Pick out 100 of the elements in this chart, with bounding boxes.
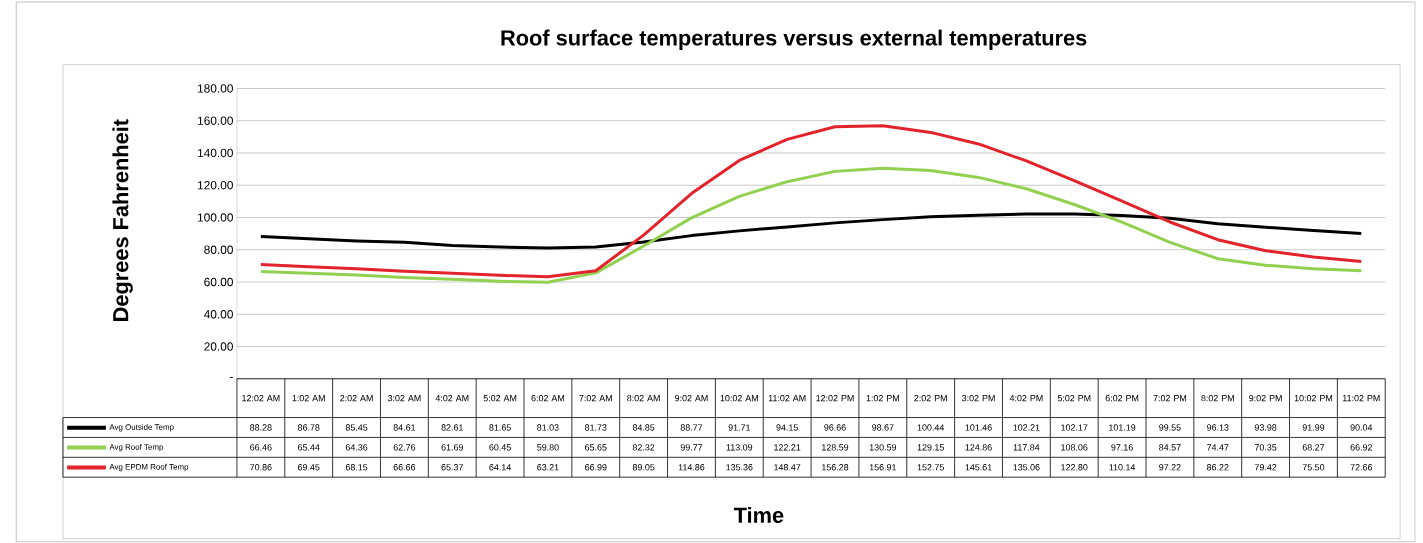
data-label: 89.05 xyxy=(632,464,655,471)
data-label: 128.59 xyxy=(822,444,849,451)
y-tick-label: 40.00 xyxy=(203,310,233,319)
data-label: 88.77 xyxy=(680,424,703,431)
data-label: 117.84 xyxy=(1013,444,1040,451)
data-label: 59.80 xyxy=(537,444,559,451)
data-label: 74.47 xyxy=(1207,444,1229,451)
data-label: 62.76 xyxy=(393,444,416,451)
data-label: 84.61 xyxy=(393,424,416,431)
y-tick-label: 100.00 xyxy=(197,213,233,222)
data-label: 156.28 xyxy=(822,464,849,471)
data-label: 102.17 xyxy=(1061,424,1088,431)
data-label: 81.03 xyxy=(537,424,559,431)
y-tick-label: 60.00 xyxy=(204,277,233,287)
data-label: 79.42 xyxy=(1254,464,1277,471)
x-tick-label: 8:02 AM xyxy=(627,395,660,402)
y-tick-label: - xyxy=(230,377,233,378)
data-label: 68.15 xyxy=(345,464,368,471)
data-label: 122.80 xyxy=(1061,464,1088,471)
data-label: 148.47 xyxy=(774,464,801,471)
data-label: 102.21 xyxy=(1013,424,1040,431)
data-label: 84.57 xyxy=(1159,444,1181,451)
y-axis-title: Degrees Fahrenheit xyxy=(112,119,133,322)
data-label: 66.99 xyxy=(585,464,607,471)
data-label: 99.55 xyxy=(1159,424,1181,431)
x-tick-label: 10:02 AM xyxy=(720,395,758,402)
data-label: 114.86 xyxy=(678,464,705,471)
data-label: 94.15 xyxy=(776,424,798,431)
data-label: 70.86 xyxy=(250,464,272,471)
data-label: 81.65 xyxy=(489,424,511,431)
data-label: 101.46 xyxy=(965,424,992,431)
data-label: 96.13 xyxy=(1207,424,1229,431)
y-tick-label: 120.00 xyxy=(197,181,233,190)
x-tick-label: 7:02 AM xyxy=(579,395,612,402)
data-label: 66.92 xyxy=(1350,444,1372,451)
y-tick-label: 20.00 xyxy=(204,342,233,351)
data-label: 68.27 xyxy=(1302,444,1325,451)
y-tick-label: 80.00 xyxy=(204,245,233,255)
data-label: 84.85 xyxy=(632,424,655,431)
data-label: 65.37 xyxy=(441,464,463,471)
x-tick-label: 11:02 AM xyxy=(768,395,806,402)
data-label: 124.86 xyxy=(965,444,992,451)
data-label: 61.69 xyxy=(441,444,463,451)
data-label: 88.28 xyxy=(250,424,272,431)
data-label: 85.45 xyxy=(345,424,368,431)
line-series xyxy=(259,166,1363,284)
data-label: 113.09 xyxy=(726,444,753,451)
chart-title: Roof surface temperatures versus external temperatures xyxy=(501,29,1087,50)
x-tick-label: 5:02 AM xyxy=(483,395,517,402)
data-label: 135.06 xyxy=(1013,464,1040,471)
x-tick-label: 11:02 PM xyxy=(1342,395,1380,402)
data-label: 96.66 xyxy=(824,424,846,431)
data-label: 86.22 xyxy=(1206,464,1229,471)
data-label: 156.91 xyxy=(869,464,897,471)
data-label: 81.73 xyxy=(585,424,607,431)
data-label: 65.44 xyxy=(298,444,320,451)
data-label: 63.21 xyxy=(537,464,559,471)
data-label: 100.44 xyxy=(917,424,945,431)
data-label: 82.32 xyxy=(632,444,655,451)
data-label: 101.19 xyxy=(1109,424,1136,431)
data-label: 64.36 xyxy=(345,444,368,451)
x-tick-label: 10:02 PM xyxy=(1294,395,1333,402)
x-tick-label: 1:02 AM xyxy=(292,395,325,402)
data-label: 97.16 xyxy=(1111,444,1133,451)
x-tick-label: 4:02 AM xyxy=(435,395,469,402)
data-label: 70.35 xyxy=(1254,444,1277,451)
x-tick-label: 8:02 PM xyxy=(1201,395,1234,402)
y-tick-label: 140.00 xyxy=(197,148,233,158)
x-tick-label: 6:02 AM xyxy=(531,395,565,402)
data-label: 91.99 xyxy=(1302,424,1325,431)
data-label: 64.14 xyxy=(489,464,511,471)
data-label: 75.50 xyxy=(1302,464,1325,471)
data-label: 135.36 xyxy=(726,464,753,471)
x-tick-label: 7:02 PM xyxy=(1153,395,1187,402)
data-label: 90.04 xyxy=(1350,424,1373,431)
x-tick-label: 1:02 PM xyxy=(866,395,899,402)
line-series xyxy=(259,124,1363,279)
x-tick-label: 3:02 PM xyxy=(962,395,995,402)
x-axis-title: Time xyxy=(733,507,784,524)
x-tick-label: 6:02 PM xyxy=(1105,395,1139,402)
data-label: 65.65 xyxy=(585,444,607,451)
data-label: 152.75 xyxy=(917,464,944,471)
data-label: 122.21 xyxy=(774,444,801,451)
data-label: 82.61 xyxy=(441,424,463,431)
x-tick-label: 12:02 AM xyxy=(242,395,280,402)
x-tick-label: 9:02 PM xyxy=(1249,395,1282,402)
data-label: 86.78 xyxy=(297,424,320,431)
data-label: 129.15 xyxy=(917,444,944,451)
data-label: 108.06 xyxy=(1061,444,1088,451)
x-tick-label: 5:02 PM xyxy=(1057,395,1091,402)
data-label: 145.61 xyxy=(965,464,992,471)
data-label: 98.67 xyxy=(872,424,894,431)
data-label: 66.46 xyxy=(250,444,272,451)
data-label: 69.45 xyxy=(298,464,320,471)
x-tick-label: 4:02 PM xyxy=(1009,395,1043,402)
data-label: 130.59 xyxy=(869,444,897,451)
x-tick-label: 12:02 PM xyxy=(816,395,854,402)
x-tick-label: 2:02 PM xyxy=(914,395,947,402)
x-tick-label: 9:02 AM xyxy=(675,395,708,402)
x-tick-label: 2:02 AM xyxy=(340,395,373,402)
